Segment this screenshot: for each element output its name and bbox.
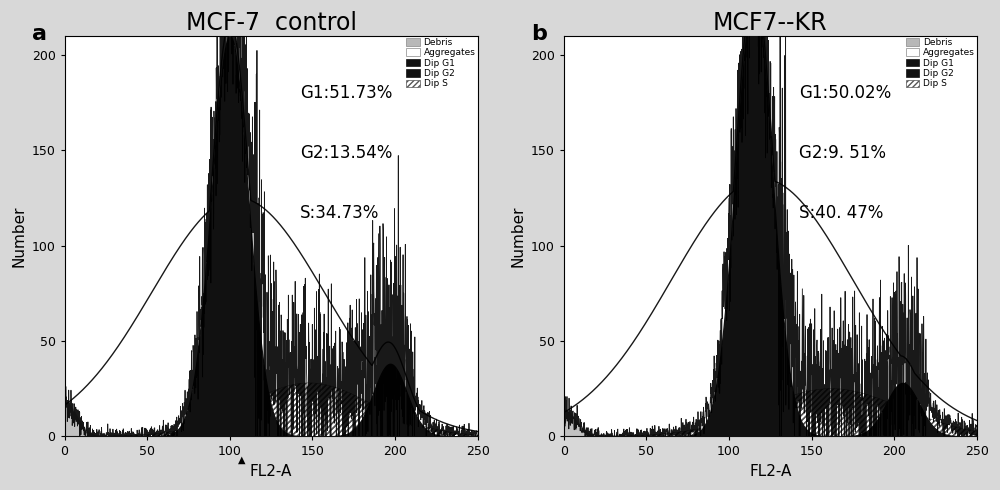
- Text: G2:13.54%: G2:13.54%: [300, 144, 392, 162]
- Legend: Debris, Aggregates, Dip G1, Dip G2, Dip S: Debris, Aggregates, Dip G1, Dip G2, Dip …: [405, 36, 477, 90]
- Text: G1:50.02%: G1:50.02%: [799, 84, 892, 102]
- X-axis label: FL2-A: FL2-A: [250, 464, 292, 479]
- Text: S:34.73%: S:34.73%: [300, 204, 379, 222]
- Y-axis label: Number: Number: [510, 205, 525, 267]
- Text: a: a: [32, 24, 47, 44]
- Title: MCF-7  control: MCF-7 control: [186, 11, 357, 35]
- Legend: Debris, Aggregates, Dip G1, Dip G2, Dip S: Debris, Aggregates, Dip G1, Dip G2, Dip …: [904, 36, 977, 90]
- Text: b: b: [531, 24, 547, 44]
- X-axis label: FL2-A: FL2-A: [749, 464, 792, 479]
- Y-axis label: Number: Number: [11, 205, 26, 267]
- Text: G1:51.73%: G1:51.73%: [300, 84, 392, 102]
- Text: G2:9. 51%: G2:9. 51%: [799, 144, 886, 162]
- Title: MCF7--KR: MCF7--KR: [713, 11, 828, 35]
- Text: S:40. 47%: S:40. 47%: [799, 204, 884, 222]
- Text: ▲: ▲: [238, 454, 245, 465]
